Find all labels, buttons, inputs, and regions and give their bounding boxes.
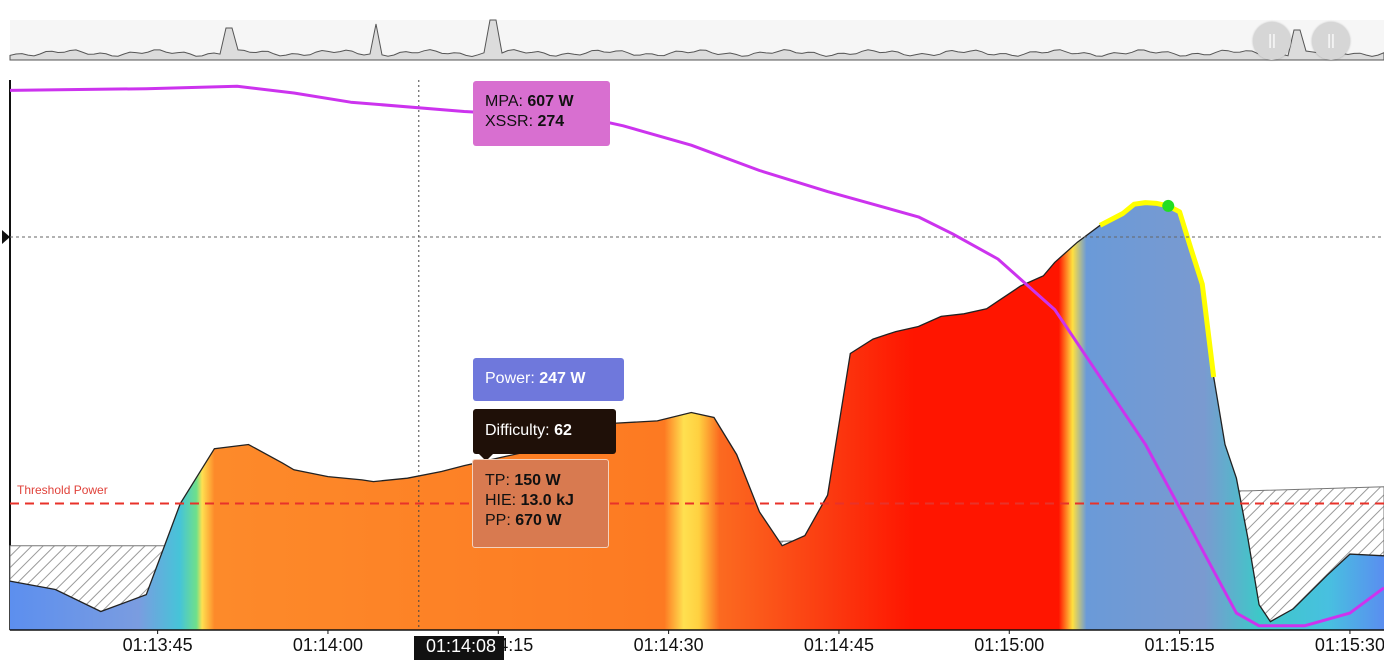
overview-strip[interactable] xyxy=(9,19,1384,61)
range-handle-right[interactable]: || xyxy=(1312,22,1350,60)
x-axis-ticks xyxy=(157,630,1351,634)
power-series xyxy=(9,201,1384,630)
mpa-tooltip: MPA: 607 W XSSR: 274 xyxy=(473,81,610,146)
x-tick-label: 01:14:45 xyxy=(803,635,874,655)
overview-sparkline xyxy=(9,19,1384,61)
x-tick-label: 01:14:00 xyxy=(292,635,363,655)
pause-bars-icon: || xyxy=(1268,32,1276,49)
x-tick-label: 01:15:15 xyxy=(1144,635,1215,655)
peak-marker xyxy=(1162,199,1175,212)
x-tick-label: 01:15:30 xyxy=(1314,635,1384,655)
range-handle-left[interactable]: || xyxy=(1253,22,1291,60)
y-axis-marker-icon xyxy=(2,230,10,244)
difficulty-tooltip: Difficulty: 62 xyxy=(473,409,616,461)
pause-bars-icon: || xyxy=(1327,32,1335,49)
power-tooltip: Power: 247 W xyxy=(473,358,624,401)
threshold-label: Threshold Power xyxy=(17,483,108,497)
x-tick-label: 01:14:30 xyxy=(633,635,704,655)
power-area xyxy=(10,202,1384,630)
cursor-time-label: 01:14:08 xyxy=(414,636,504,660)
x-tick-label: 01:13:45 xyxy=(122,635,193,655)
mpa-series xyxy=(9,84,1384,628)
zones-tooltip: TP: 150 W HIE: 13.0 kJ PP: 670 W xyxy=(472,459,609,548)
mpa-line xyxy=(9,84,1384,628)
x-tick-label: 01:15:00 xyxy=(974,635,1045,655)
